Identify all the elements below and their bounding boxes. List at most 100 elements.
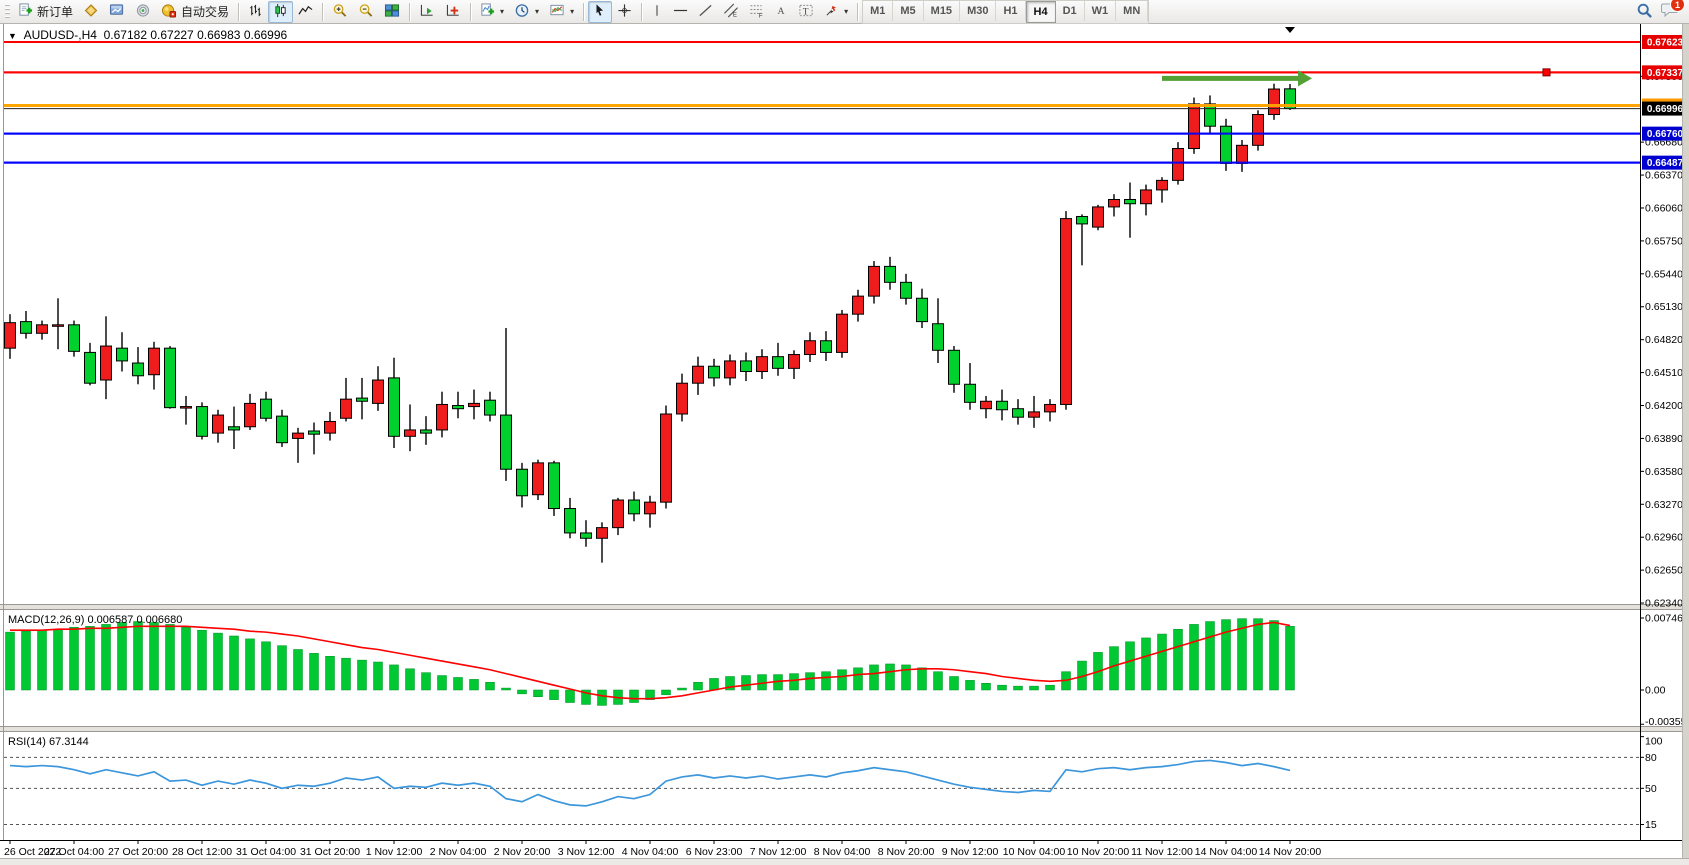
vline-tool-button[interactable]	[646, 1, 668, 23]
timeframe-W1[interactable]: W1	[1085, 0, 1117, 21]
crosshair-icon	[617, 3, 632, 21]
chart-window-button[interactable]	[104, 1, 130, 23]
indicators-button[interactable]: ▾	[475, 1, 509, 23]
arrows-icon	[824, 3, 839, 21]
bar-chart-type-button[interactable]	[243, 1, 268, 23]
new-order-button[interactable]: 新订单	[13, 1, 78, 23]
time-axis-label: 2 Nov 04:00	[430, 846, 487, 858]
timeframe-M1[interactable]: M1	[863, 0, 894, 21]
candle-body	[1044, 403, 1056, 413]
price-tick-label: 0.64510	[1645, 367, 1683, 379]
template-icon	[549, 3, 565, 21]
time-axis-label: 1 Nov 12:00	[366, 846, 423, 858]
arrows-tool-button[interactable]: ▾	[819, 1, 853, 23]
candle-body	[852, 295, 864, 315]
timeframe-M15[interactable]: M15	[924, 0, 961, 21]
timeframe-M5[interactable]: M5	[893, 0, 924, 21]
panel-separator[interactable]	[0, 604, 1683, 610]
macd-histogram-bar	[645, 689, 655, 700]
macd-histogram-bar	[309, 653, 319, 691]
zoom-in-button[interactable]	[327, 1, 353, 23]
candle-body	[1204, 103, 1216, 127]
candle-body	[100, 345, 112, 381]
hline-tool-button[interactable]	[668, 1, 693, 23]
search-icon[interactable]	[1636, 2, 1653, 22]
chart-shift-button[interactable]	[414, 1, 440, 23]
macd-histogram-bar	[1013, 685, 1023, 691]
candle-body	[308, 430, 320, 435]
candle-body	[116, 347, 128, 362]
candle-body	[196, 406, 208, 437]
timeframe-MN[interactable]: MN	[1116, 0, 1149, 21]
macd-histogram-bar	[1269, 620, 1279, 691]
macd-histogram-bar	[677, 687, 687, 691]
macd-histogram-bar	[469, 679, 479, 691]
cursor-tool-button[interactable]	[588, 0, 613, 23]
candle-body	[292, 432, 304, 439]
candlestick-chart-type-button[interactable]	[268, 0, 294, 23]
candle-body	[132, 362, 144, 377]
crosshair-tool-button[interactable]	[612, 1, 637, 23]
candle-body	[164, 347, 176, 409]
candle-body	[68, 324, 80, 352]
window-edge	[1682, 24, 1689, 858]
periods-button[interactable]: ▾	[509, 1, 544, 23]
templates-button[interactable]: ▾	[544, 1, 579, 23]
auto-scroll-button[interactable]	[440, 1, 466, 23]
rsi-value: 67.3144	[48, 736, 89, 748]
candle-body	[596, 527, 608, 539]
timeframe-H4[interactable]: H4	[1025, 0, 1056, 23]
price-tick-label: 0.63580	[1645, 466, 1683, 478]
macd-histogram-bar	[821, 671, 831, 691]
macd-histogram-bar	[341, 657, 351, 691]
svg-text:F: F	[759, 12, 763, 17]
candle-body	[660, 413, 672, 503]
trendline-tool-button[interactable]	[693, 1, 718, 23]
macd-histogram-bar	[149, 622, 159, 691]
candle-body	[180, 406, 192, 409]
macd-histogram-bar	[437, 675, 447, 691]
candle-body	[20, 321, 32, 334]
time-axis-label: 10 Nov 04:00	[1003, 846, 1066, 858]
channel-tool-button[interactable]: E	[718, 1, 744, 23]
time-axis-label: 4 Nov 04:00	[622, 846, 679, 858]
fibonacci-tool-button[interactable]: F	[744, 1, 770, 23]
text-tool-button[interactable]: A	[770, 1, 793, 23]
zoom-out-button[interactable]	[353, 1, 379, 23]
shift-marker-icon[interactable]	[1285, 27, 1295, 33]
dropdown-arrow-icon: ▾	[500, 7, 505, 16]
chart-canvas[interactable]: 0.673000.666800.663700.660600.657500.654…	[0, 24, 1689, 858]
macd-histogram-bar	[709, 678, 719, 691]
signals-button[interactable]	[130, 1, 156, 23]
line-chart-type-button[interactable]	[293, 1, 318, 23]
autotrading-button[interactable]: 自动交易	[156, 1, 234, 23]
svg-text:T: T	[803, 7, 809, 17]
time-axis-label: 9 Nov 12:00	[942, 846, 999, 858]
toolbar-separator	[322, 2, 324, 21]
line-selection-handle[interactable]	[1542, 68, 1551, 77]
notifications-button[interactable]: 1	[1661, 0, 1685, 21]
candle-body	[580, 532, 592, 539]
timeframe-D1[interactable]: D1	[1056, 0, 1085, 21]
timeframe-M30[interactable]: M30	[960, 0, 997, 21]
candle-body	[548, 462, 560, 510]
tile-windows-button[interactable]	[379, 1, 405, 23]
macd-histogram-bar	[997, 684, 1007, 691]
macd-histogram-bar	[1109, 646, 1119, 691]
toolbar-grip[interactable]	[5, 3, 10, 20]
candle-body	[1172, 148, 1184, 181]
macd-histogram-bar	[85, 626, 95, 691]
price-tick-label: 0.66370	[1645, 170, 1683, 182]
candle-body	[52, 324, 64, 327]
label-tool-button[interactable]: T	[793, 1, 819, 23]
chart-window[interactable]: 0.673000.666800.663700.660600.657500.654…	[0, 24, 1689, 858]
timeframe-H1[interactable]: H1	[996, 0, 1026, 21]
price-badge-label: 0.66760	[1647, 129, 1684, 140]
panel-separator[interactable]	[0, 726, 1683, 732]
market-watch-button[interactable]	[78, 1, 104, 23]
macd-histogram-bar	[421, 672, 431, 691]
new-order-icon	[18, 2, 33, 21]
macd-histogram-bar	[37, 629, 47, 691]
symbol-dropdown-icon[interactable]: ▼	[8, 31, 17, 41]
